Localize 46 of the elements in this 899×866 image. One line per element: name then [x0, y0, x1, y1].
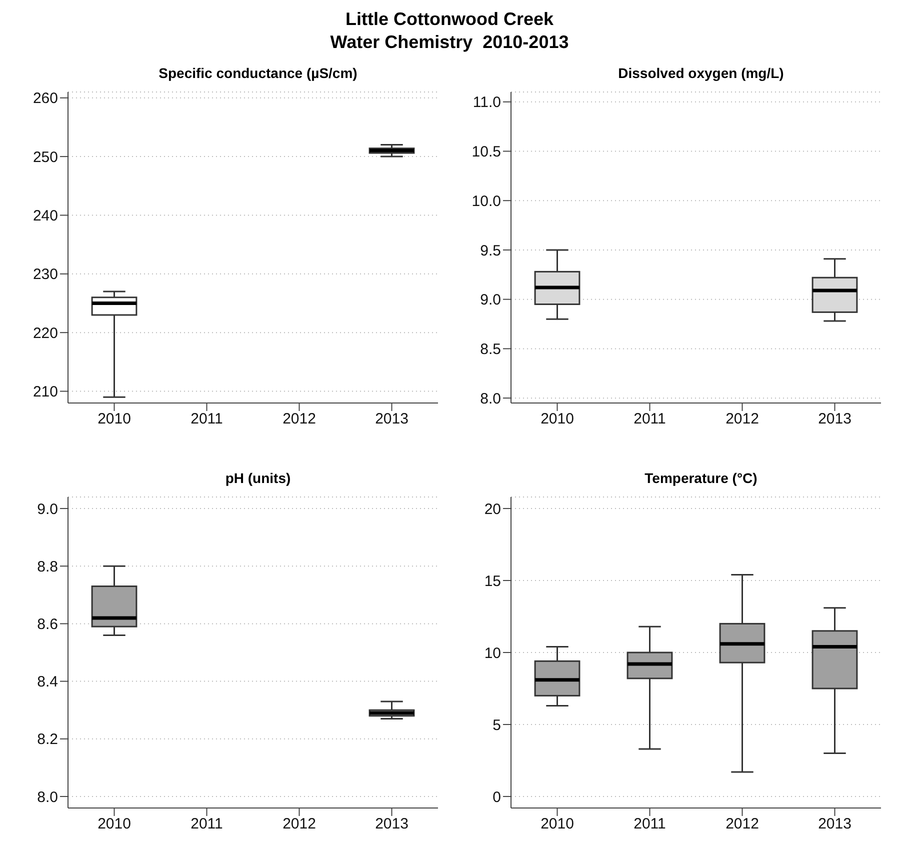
y-tick-label: 8.4 [37, 674, 58, 691]
y-tick-label: 5 [492, 716, 501, 734]
y-tick-label: 260 [32, 90, 58, 108]
y-tick-label: 10.5 [472, 144, 501, 161]
y-tick-label: 0 [492, 788, 501, 806]
x-tick-label: 2010 [540, 816, 574, 833]
x-tick-label: 2012 [282, 410, 316, 428]
y-tick-label: 10.0 [472, 192, 501, 210]
x-tick-label: 2013 [818, 816, 852, 833]
x-tick-label: 2013 [375, 410, 408, 428]
y-tick-label: 8.2 [37, 731, 58, 748]
y-tick-label: 8.0 [480, 390, 501, 408]
x-tick-label: 2012 [282, 816, 316, 833]
x-tick-label: 2011 [190, 816, 223, 833]
x-tick-label: 2012 [726, 410, 759, 428]
y-tick-label: 250 [32, 148, 58, 166]
x-tick-label: 2010 [98, 410, 131, 428]
x-tick-label: 2013 [818, 410, 852, 428]
x-tick-label: 2012 [726, 816, 759, 833]
chart-title: pH (units) [224, 469, 292, 488]
text: Little Cottonwood Creek [344, 8, 554, 31]
chart-title: Specific conductance (µS/cm) [158, 64, 358, 83]
y-tick-label: 11.0 [472, 94, 501, 112]
text: Water Chemistry 2010-2013 [329, 31, 570, 54]
y-tick-label: 8.0 [37, 788, 58, 806]
x-tick-label: 2011 [634, 410, 666, 428]
x-tick-label: 2011 [190, 410, 223, 428]
y-tick-label: 9.0 [480, 292, 501, 309]
y-tick-label: 8.6 [37, 616, 58, 634]
y-tick-label: 230 [32, 266, 58, 284]
x-tick-label: 2010 [540, 410, 574, 428]
x-tick-label: 2011 [634, 816, 666, 833]
y-tick-label: 9.5 [480, 242, 501, 260]
y-tick-label: 8.8 [37, 558, 58, 576]
chart-title: Temperature (°C) [644, 469, 758, 488]
y-tick-label: 220 [32, 324, 58, 342]
y-tick-label: 10 [484, 644, 501, 662]
y-tick-label: 15 [484, 572, 501, 590]
y-tick-label: 210 [32, 384, 58, 401]
x-tick-label: 2010 [98, 816, 131, 833]
y-tick-label: 20 [484, 500, 501, 518]
x-tick-label: 2013 [375, 816, 408, 833]
chart-title: Dissolved oxygen (mg/L) [617, 64, 785, 83]
y-tick-label: 8.5 [480, 341, 501, 358]
y-tick-label: 9.0 [37, 500, 58, 518]
y-tick-label: 240 [32, 208, 58, 225]
